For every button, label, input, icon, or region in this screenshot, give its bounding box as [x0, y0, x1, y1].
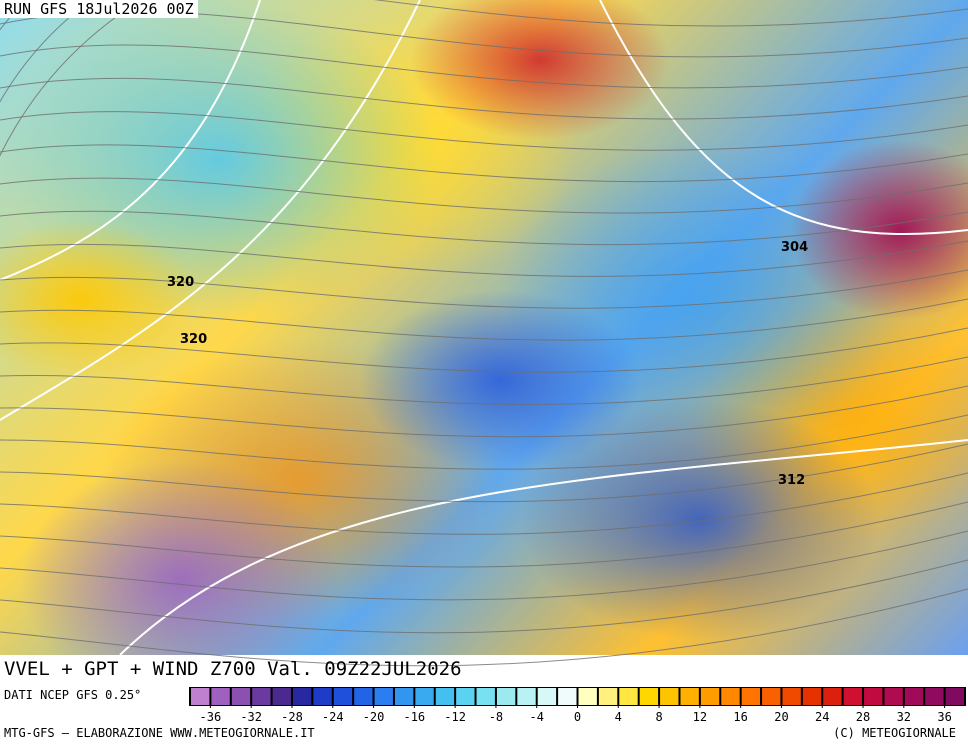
colorbar-tick-label: 20	[774, 710, 788, 724]
streamline	[0, 0, 27, 31]
colorbar-cell	[415, 688, 434, 705]
colorbar-cell	[945, 688, 964, 705]
colorbar-tick-label: 12	[693, 710, 707, 724]
colorbar-tick-label: 0	[574, 710, 581, 724]
streamline	[0, 356, 968, 405]
colorbar-tick-label: -36	[200, 710, 222, 724]
colorbar-cell	[762, 688, 781, 705]
colorbar-tick-label: -28	[281, 710, 303, 724]
colorbar-cell	[864, 688, 883, 705]
data-source: DATI NCEP GFS 0.25°	[4, 688, 142, 702]
footer-title: VVEL + GPT + WIND Z700 Val. 09Z22JUL2026	[4, 658, 462, 680]
streamline	[0, 210, 968, 246]
colorbar-cell	[456, 688, 475, 705]
colorbar-tick-label: 16	[733, 710, 747, 724]
colorbar-cell	[782, 688, 801, 705]
streamline	[0, 44, 968, 89]
copyright: (C) METEOGIORNALE	[833, 726, 956, 740]
colorbar-tick-label: -4	[529, 710, 543, 724]
colorbar-cell	[435, 688, 455, 705]
streamline	[0, 111, 968, 151]
streamline	[0, 414, 968, 470]
streamline	[373, 0, 968, 27]
colorbar-cell	[721, 688, 740, 705]
streamline	[0, 327, 968, 373]
colorbar-tick-label: -16	[403, 710, 425, 724]
colorbar-cell	[558, 688, 577, 705]
streamline	[0, 530, 968, 601]
colorbar-tick-label: 4	[615, 710, 622, 724]
colorbar-cell	[517, 688, 536, 705]
colorbar-cell	[741, 688, 761, 705]
colorbar-cell	[333, 688, 353, 705]
colorbar-tick-label: 28	[856, 710, 870, 724]
colorbar-cell	[354, 688, 373, 705]
colorbar-cell	[272, 688, 291, 705]
streamline	[0, 559, 968, 634]
colorbar-cell	[191, 688, 210, 705]
colorbar-tick-label: -20	[363, 710, 385, 724]
streamline	[0, 144, 968, 183]
contour-label: 320	[167, 275, 194, 290]
colorbar-cell	[639, 688, 659, 705]
streamline	[0, 298, 968, 341]
colorbar-cell	[578, 688, 597, 705]
contour-label: 304	[781, 240, 808, 255]
colorbar-cell	[700, 688, 720, 705]
map	[0, 0, 968, 655]
streamline	[0, 385, 968, 438]
streamline	[0, 269, 968, 309]
colorbar-cell	[802, 688, 822, 705]
streamline	[0, 0, 180, 120]
streamline	[0, 472, 968, 535]
colorbar-cell	[231, 688, 251, 705]
contour-label: 320	[180, 332, 207, 347]
streamline	[0, 588, 968, 667]
streamline	[0, 177, 968, 214]
height-contour	[119, 439, 968, 656]
colorbar-tick-label: 36	[937, 710, 951, 724]
colorbar-tick-label: -8	[489, 710, 503, 724]
colorbar-cell	[925, 688, 944, 705]
colorbar-tick-label: 32	[897, 710, 911, 724]
colorbar-cell	[313, 688, 332, 705]
colorbar-tick-label: -12	[444, 710, 466, 724]
colorbar-tick-label: -24	[322, 710, 344, 724]
colorbar-cell	[660, 688, 679, 705]
colorbar-tick-label: -32	[240, 710, 262, 724]
streamline	[0, 501, 968, 568]
colorbar-cell	[823, 688, 842, 705]
streamline	[0, 443, 968, 503]
contour-label: 312	[778, 473, 805, 488]
streamline	[0, 11, 968, 58]
colorbar-cell	[598, 688, 618, 705]
colorbar-cell	[843, 688, 863, 705]
colorbar-cell	[476, 688, 495, 705]
colorbar-cell	[619, 688, 638, 705]
colorbar-cell	[680, 688, 699, 705]
colorbar-cell	[394, 688, 414, 705]
colorbar-cell	[292, 688, 312, 705]
colorbar-cell	[374, 688, 393, 705]
colorbar-cell	[211, 688, 230, 705]
streamline	[0, 240, 968, 277]
run-header: RUN GFS 18Jul2026 00Z	[0, 0, 198, 18]
colorbar-cell	[904, 688, 924, 705]
streamline	[0, 0, 143, 157]
height-contour	[0, 0, 261, 281]
colorbar-cell	[252, 688, 271, 705]
colorbar-tick-label: 24	[815, 710, 829, 724]
height-contour	[599, 0, 968, 236]
colorbar-tick-label: 8	[655, 710, 662, 724]
streamline	[0, 0, 93, 103]
colorbar-cell	[537, 688, 557, 705]
streamline	[0, 77, 968, 120]
colorbar-cell	[496, 688, 516, 705]
credit: MTG-GFS — ELABORAZIONE WWW.METEOGIORNALE…	[4, 726, 315, 740]
height-contour	[0, 0, 421, 421]
colorbar-cell	[884, 688, 903, 705]
